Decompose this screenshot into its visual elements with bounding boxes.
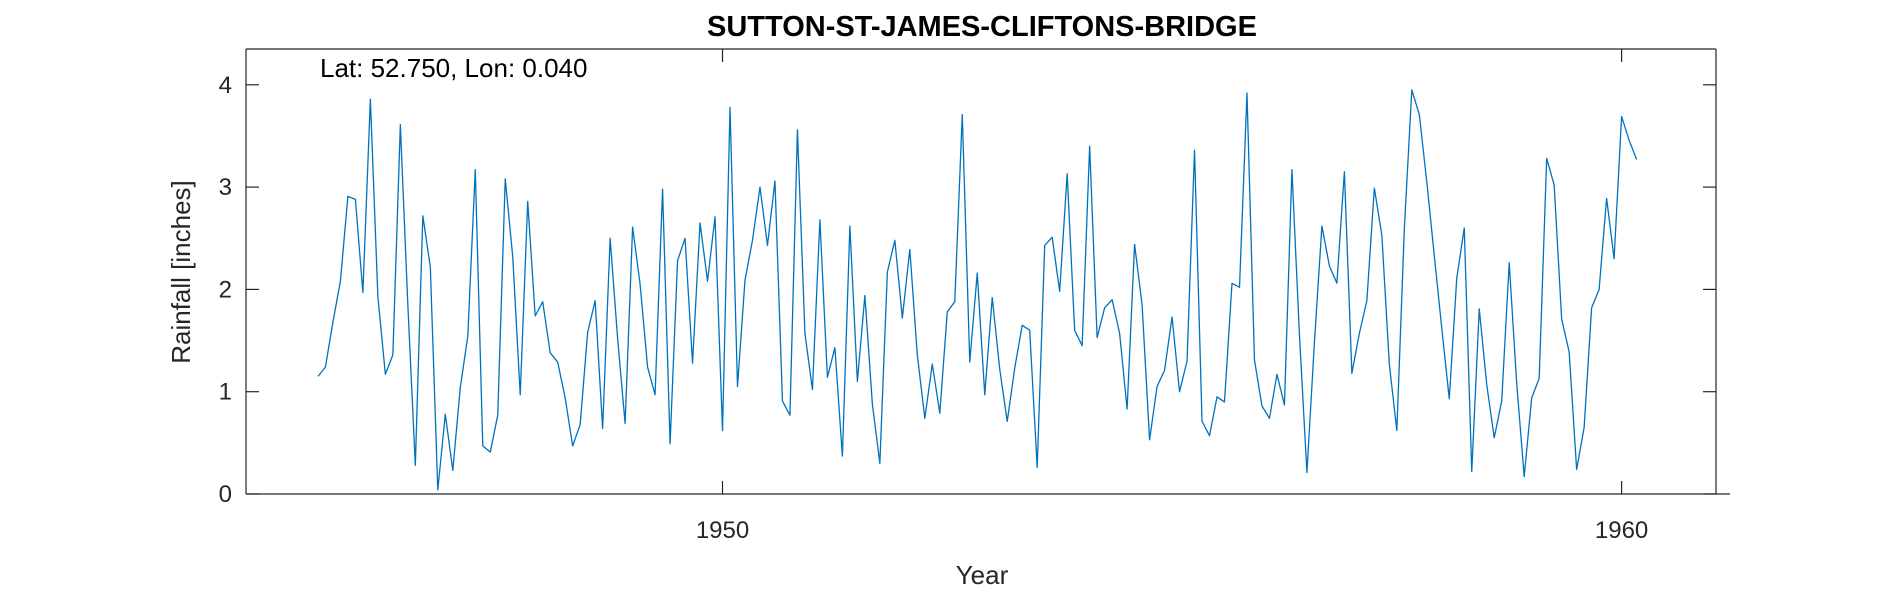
y-tick-label: 1 <box>219 379 232 406</box>
y-tick-label: 4 <box>219 72 232 99</box>
x-axis-label: Year <box>956 560 1009 590</box>
plot-area <box>246 49 1730 494</box>
x-axis-ticks: 1950 1960 <box>696 49 1648 544</box>
series-layer <box>317 89 1638 491</box>
rainfall-series-line <box>317 89 1638 491</box>
chart-title: SUTTON-ST-JAMES-CLIFTONS-BRIDGE <box>707 11 1257 43</box>
x-tick-label: 1950 <box>696 517 749 544</box>
y-axis-label: Rainfall [inches] <box>166 180 196 364</box>
location-annotation: Lat: 52.750, Lon: 0.040 <box>320 53 587 83</box>
y-axis-ticks: 0 1 2 3 4 <box>219 72 1716 508</box>
y-tick-label: 2 <box>219 276 232 303</box>
y-tick-label: 3 <box>219 174 232 201</box>
y-tick-label: 0 <box>219 481 232 508</box>
x-tick-label: 1960 <box>1595 517 1648 544</box>
